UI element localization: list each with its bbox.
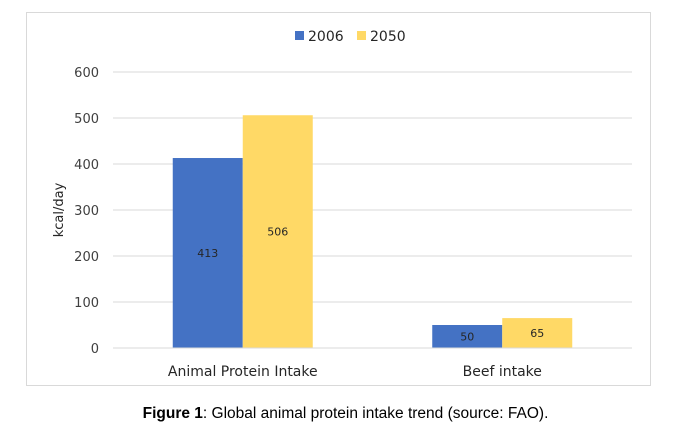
y-tick-label: 500 xyxy=(74,112,99,127)
y-tick-label: 600 xyxy=(74,66,99,81)
y-tick-label: 400 xyxy=(74,158,99,173)
data-label: 413 xyxy=(197,247,218,260)
legend-label: 2006 xyxy=(308,29,344,45)
data-label: 50 xyxy=(460,331,474,344)
caption-label: Figure 1 xyxy=(142,405,203,422)
bar-2006-0 xyxy=(172,158,243,348)
y-axis-title: kcal/day xyxy=(52,182,67,237)
legend-swatch-2050 xyxy=(357,31,366,40)
bar-2050-1 xyxy=(502,318,573,348)
bar-chart: 0 100 200 300 400 500 600 kcal/day 413 506 Animal … xyxy=(52,29,632,380)
x-category-label: Beef intake xyxy=(463,364,542,380)
data-label: 506 xyxy=(267,226,288,239)
figure-caption: Figure 1: Global animal protein intake t… xyxy=(0,405,691,423)
y-tick-label: 300 xyxy=(74,204,99,219)
legend-swatch-2006 xyxy=(295,31,304,40)
legend-label: 2050 xyxy=(370,29,406,45)
y-tick-label: 0 xyxy=(91,342,99,357)
bar-2050-0 xyxy=(242,115,313,349)
caption-text: : Global animal protein intake trend (so… xyxy=(202,405,549,422)
x-category-label: Animal Protein Intake xyxy=(168,364,318,380)
bar-2006-1 xyxy=(432,325,503,348)
y-tick-label: 200 xyxy=(74,250,99,265)
y-tick-label: 100 xyxy=(74,296,99,311)
data-label: 65 xyxy=(530,327,544,340)
chart-frame: 0 100 200 300 400 500 600 kcal/day 413 506 Animal … xyxy=(26,12,651,386)
